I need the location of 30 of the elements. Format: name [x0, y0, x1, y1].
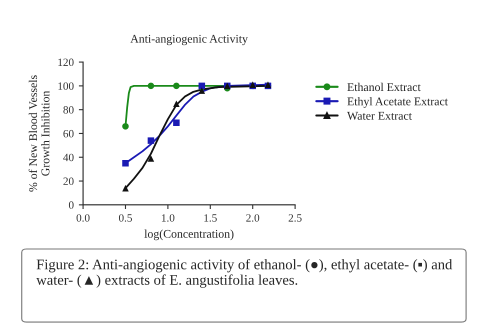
y-tick-label: 0 [68, 201, 74, 209]
point [122, 123, 129, 130]
legend-label: Water Extract [347, 112, 412, 120]
y-tick-label: 40 [63, 154, 74, 162]
legend-label: Ethanol Extract [347, 82, 421, 92]
y-tick-label: 120 [58, 58, 74, 66]
x-tick-label: 2.0 [246, 214, 260, 222]
y-tick-label: 80 [63, 106, 74, 114]
caption: Figure 2: Anti-angiogenic activity of ethanol- (●), ethyl acetate- (▪) and water- (▲) extracts of E. angustifolia leaves. [36, 258, 452, 288]
point [122, 160, 129, 166]
chart-title: Anti-angiogenic Activity [130, 34, 248, 46]
point [148, 82, 154, 90]
point [173, 82, 180, 90]
y-axis-title: % of New Blood Vessels Growth Inhibition [28, 75, 50, 192]
point [198, 87, 206, 94]
point [173, 100, 180, 107]
point [173, 120, 180, 126]
y-tick-label: 60 [63, 130, 74, 138]
x-tick-label: 2.5 [288, 214, 302, 222]
x-tick-label: 1.5 [204, 214, 217, 222]
y-tick-label: 20 [63, 178, 74, 186]
x-tick-label: 1.0 [162, 214, 174, 222]
y-tick-label: 100 [58, 82, 74, 90]
point [148, 155, 154, 162]
point [122, 184, 129, 192]
point [148, 137, 154, 144]
x-tick-label: 0.0 [76, 214, 90, 222]
legend-label: Ethyl Acetate Extract [347, 97, 448, 108]
x-axis-title: log(Concentration) [144, 230, 234, 240]
x-tick-label: 0.5 [118, 214, 132, 222]
